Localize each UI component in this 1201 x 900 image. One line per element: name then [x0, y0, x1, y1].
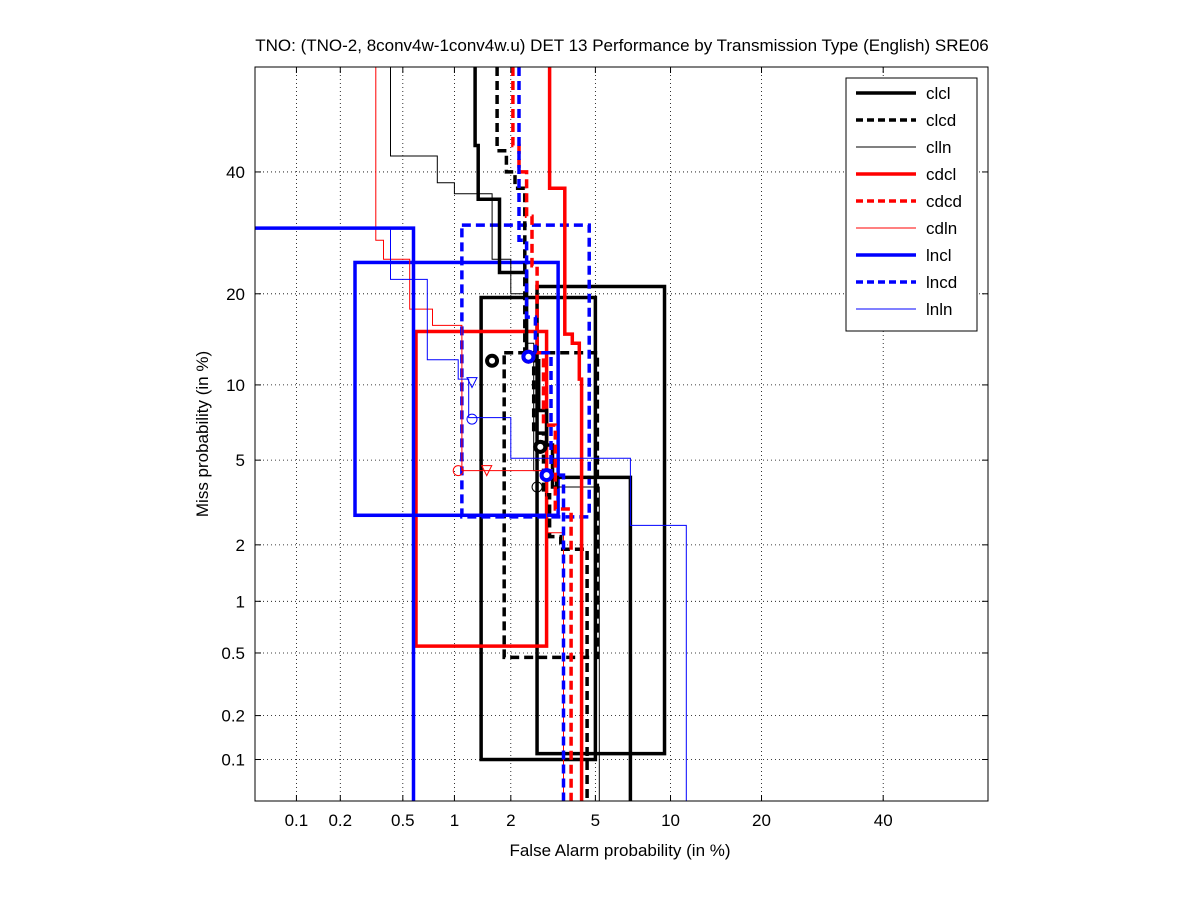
y-tick-label: 0.1: [221, 751, 245, 770]
confidence-box-clcl: [535, 284, 667, 756]
confidence-box-lncl: [353, 260, 560, 518]
axis-ticks: 0.1 0.2 0.5 1 2 5 10 20 40 0.1 0.2 0.5 1 2 5 10 20 40: [221, 67, 988, 830]
marker-clcd-center: [537, 443, 544, 450]
legend: clcl clcd clln cdcl cdcd cdln lncl lncd lnln: [845, 77, 978, 332]
marker2-cdln: [480, 465, 493, 477]
legend-label-lnln: lnln: [926, 300, 952, 319]
y-axis-label: Miss probability (in %): [193, 351, 212, 517]
y-tick-label: 1: [236, 592, 245, 611]
y-tick-label: 20: [226, 285, 245, 304]
marker-lncd-center: [543, 472, 550, 479]
series-line-cdln: [375, 67, 564, 801]
series-line-lnln: [390, 228, 687, 801]
legend-label-lncl: lncl: [926, 246, 952, 265]
x-tick-label: 2: [506, 811, 515, 830]
series-line-lncl: [255, 226, 416, 801]
operating-point-markers: [452, 349, 554, 493]
legend-label-clln: clln: [926, 138, 952, 157]
marker-clcl-center: [489, 357, 496, 364]
series-line-clcl: [473, 67, 633, 801]
marker-clln: [531, 481, 543, 493]
legend-label-clcl: clcl: [926, 84, 951, 103]
legend-label-cdln: cdln: [926, 219, 957, 238]
y-tick-label: 0.2: [221, 707, 245, 726]
marker2-lnln: [466, 377, 478, 389]
series-line-clcd: [495, 67, 589, 801]
x-tick-label: 0.1: [285, 811, 309, 830]
legend-label-cdcd: cdcd: [926, 192, 962, 211]
x-tick-label: 20: [752, 811, 771, 830]
series-line-cdcd: [511, 67, 573, 801]
x-tick-label: 0.5: [391, 811, 415, 830]
x-axis-label: False Alarm probability (in %): [509, 841, 730, 860]
chart-title: TNO: (TNO-2, 8conv4w-1conv4w.u) DET 13 P…: [255, 36, 988, 55]
marker-lnln: [466, 413, 478, 425]
y-tick-label: 2: [236, 536, 245, 555]
legend-label-cdcl: cdcl: [926, 165, 956, 184]
legend-label-clcd: clcd: [926, 111, 956, 130]
x-tick-label: 5: [591, 811, 600, 830]
y-tick-label: 40: [226, 163, 245, 182]
plot-frame: [254, 66, 989, 802]
series-line-cdcl: [547, 67, 584, 801]
y-tick-label: 10: [226, 376, 245, 395]
y-tick-label: 0.5: [221, 644, 245, 663]
marker-cdln: [452, 465, 464, 477]
marker-lncl-center: [525, 353, 532, 360]
series-line-lncd: [517, 67, 566, 801]
legend-label-lncd: lncd: [926, 273, 957, 292]
x-tick-label: 1: [450, 811, 459, 830]
series-curves: [255, 67, 687, 801]
x-tick-label: 40: [874, 811, 893, 830]
y-tick-label: 5: [236, 451, 245, 470]
x-tick-label: 0.2: [328, 811, 352, 830]
x-tick-label: 10: [661, 811, 680, 830]
confidence-box-clcd: [502, 351, 600, 660]
